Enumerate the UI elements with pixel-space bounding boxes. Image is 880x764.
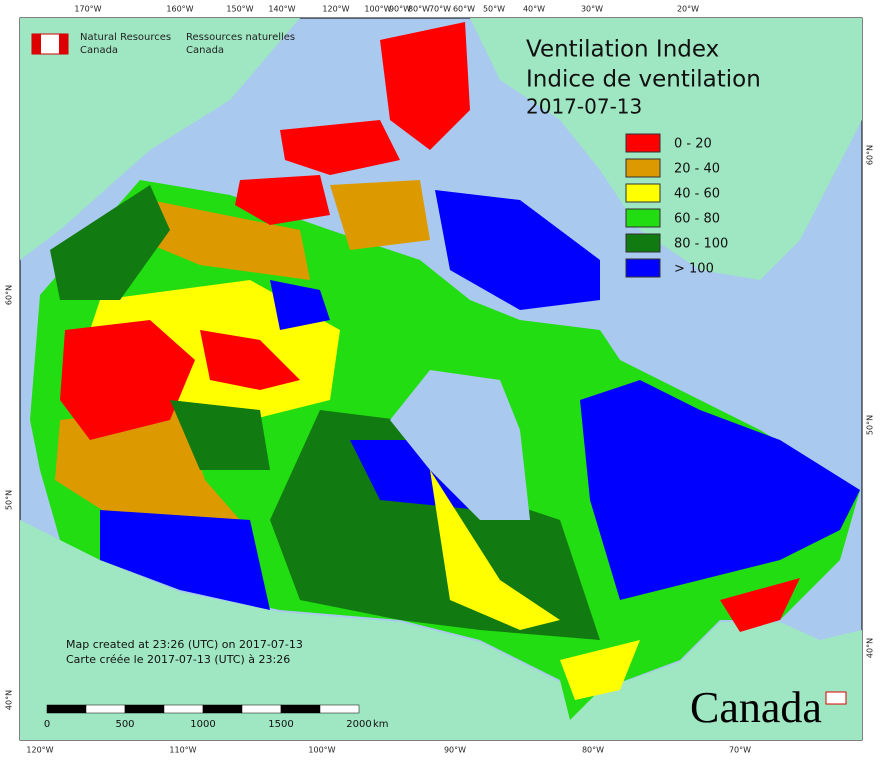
scale-segment [163,704,204,714]
zone [100,510,270,610]
scale-unit: km [373,719,389,730]
scale-segment [280,704,321,714]
graticule-label: 160°W [166,5,193,14]
graticule-label: 90°W [444,746,466,755]
zone [170,400,270,470]
island [330,180,430,250]
graticule-label: 80°W [582,746,604,755]
scale-segment [85,704,126,714]
greenland [470,18,862,280]
zone [430,470,560,630]
legend-swatch [625,208,661,228]
graticule-label: 50°N [866,415,875,435]
baffin [435,190,600,310]
island [235,175,330,225]
graticule-label: 60°N [5,285,14,305]
zone [50,185,170,300]
title: Indice de ventilation [526,67,761,93]
legend-swatch [625,133,661,153]
logo-text: Natural Resources [80,32,171,43]
graticule-label: 60°N [866,145,875,165]
scale-segment [46,704,87,714]
graticule-label: 80°W [408,5,430,14]
graticule-label: 90°W [389,5,411,14]
scale-label: 0 [44,719,50,730]
zone [560,640,640,700]
legend-label: > 100 [674,262,714,277]
graticule-label: 50°W [483,5,505,14]
scale-label: 1000 [190,719,215,730]
graticule-label: 100°W [308,746,335,755]
zone [720,578,800,632]
scale-label: 1500 [268,719,293,730]
graticule-label: 140°W [268,5,295,14]
graticule-label: 70°W [729,746,751,755]
hudson-bay [390,370,530,520]
legend-label: 0 - 20 [674,137,712,152]
logo-text: Canada [80,45,118,56]
zone [60,320,195,440]
scale-label: 500 [115,719,134,730]
zone [580,380,860,600]
island [280,120,400,175]
scale-segment [319,704,360,714]
zone [140,200,310,280]
flag [32,34,41,54]
graticule-label: 150°W [226,5,253,14]
logo-text: Canada [186,45,224,56]
scale-label: 2000 [346,719,371,730]
wordmark-flag [825,691,847,705]
zone [270,410,600,640]
graticule-label: 40°W [523,5,545,14]
logo-text: Ressources naturelles [186,32,295,43]
legend-label: 60 - 80 [674,212,720,227]
graticule-label: 100°W [364,5,391,14]
legend-swatch [625,258,661,278]
usa [20,520,862,740]
wordmark: Canada [690,683,822,732]
alaska [20,18,300,260]
legend-label: 80 - 100 [674,237,728,252]
island [380,22,470,150]
zone [270,280,330,330]
legend-label: 40 - 60 [674,187,720,202]
scale-segment [124,704,165,714]
graticule-label: 70°W [429,5,451,14]
flag [59,34,68,54]
zone [350,440,480,510]
scale-segment [241,704,282,714]
legend-label: 20 - 40 [674,162,720,177]
legend-swatch [625,183,661,203]
legend-swatch [625,233,661,253]
legend-swatch [625,158,661,178]
graticule-label: 60°W [453,5,475,14]
zone [200,330,300,390]
graticule-label: 40°N [5,690,14,710]
footer: Carte créée le 2017-07-13 (UTC) à 23:26 [66,653,290,666]
graticule-label: 40°N [866,638,875,658]
graticule-label: 120°W [26,746,53,755]
graticule-label: 50°N [5,490,14,510]
graticule-label: 120°W [322,5,349,14]
title: Ventilation Index [526,37,719,63]
graticule-label: 30°W [581,5,603,14]
graticule-label: 170°W [74,5,101,14]
footer: Map created at 23:26 (UTC) on 2017-07-13 [66,638,303,651]
scale-segment [202,704,243,714]
date: 2017-07-13 [526,95,642,119]
graticule-label: 20°W [677,5,699,14]
graticule-label: 110°W [169,746,196,755]
